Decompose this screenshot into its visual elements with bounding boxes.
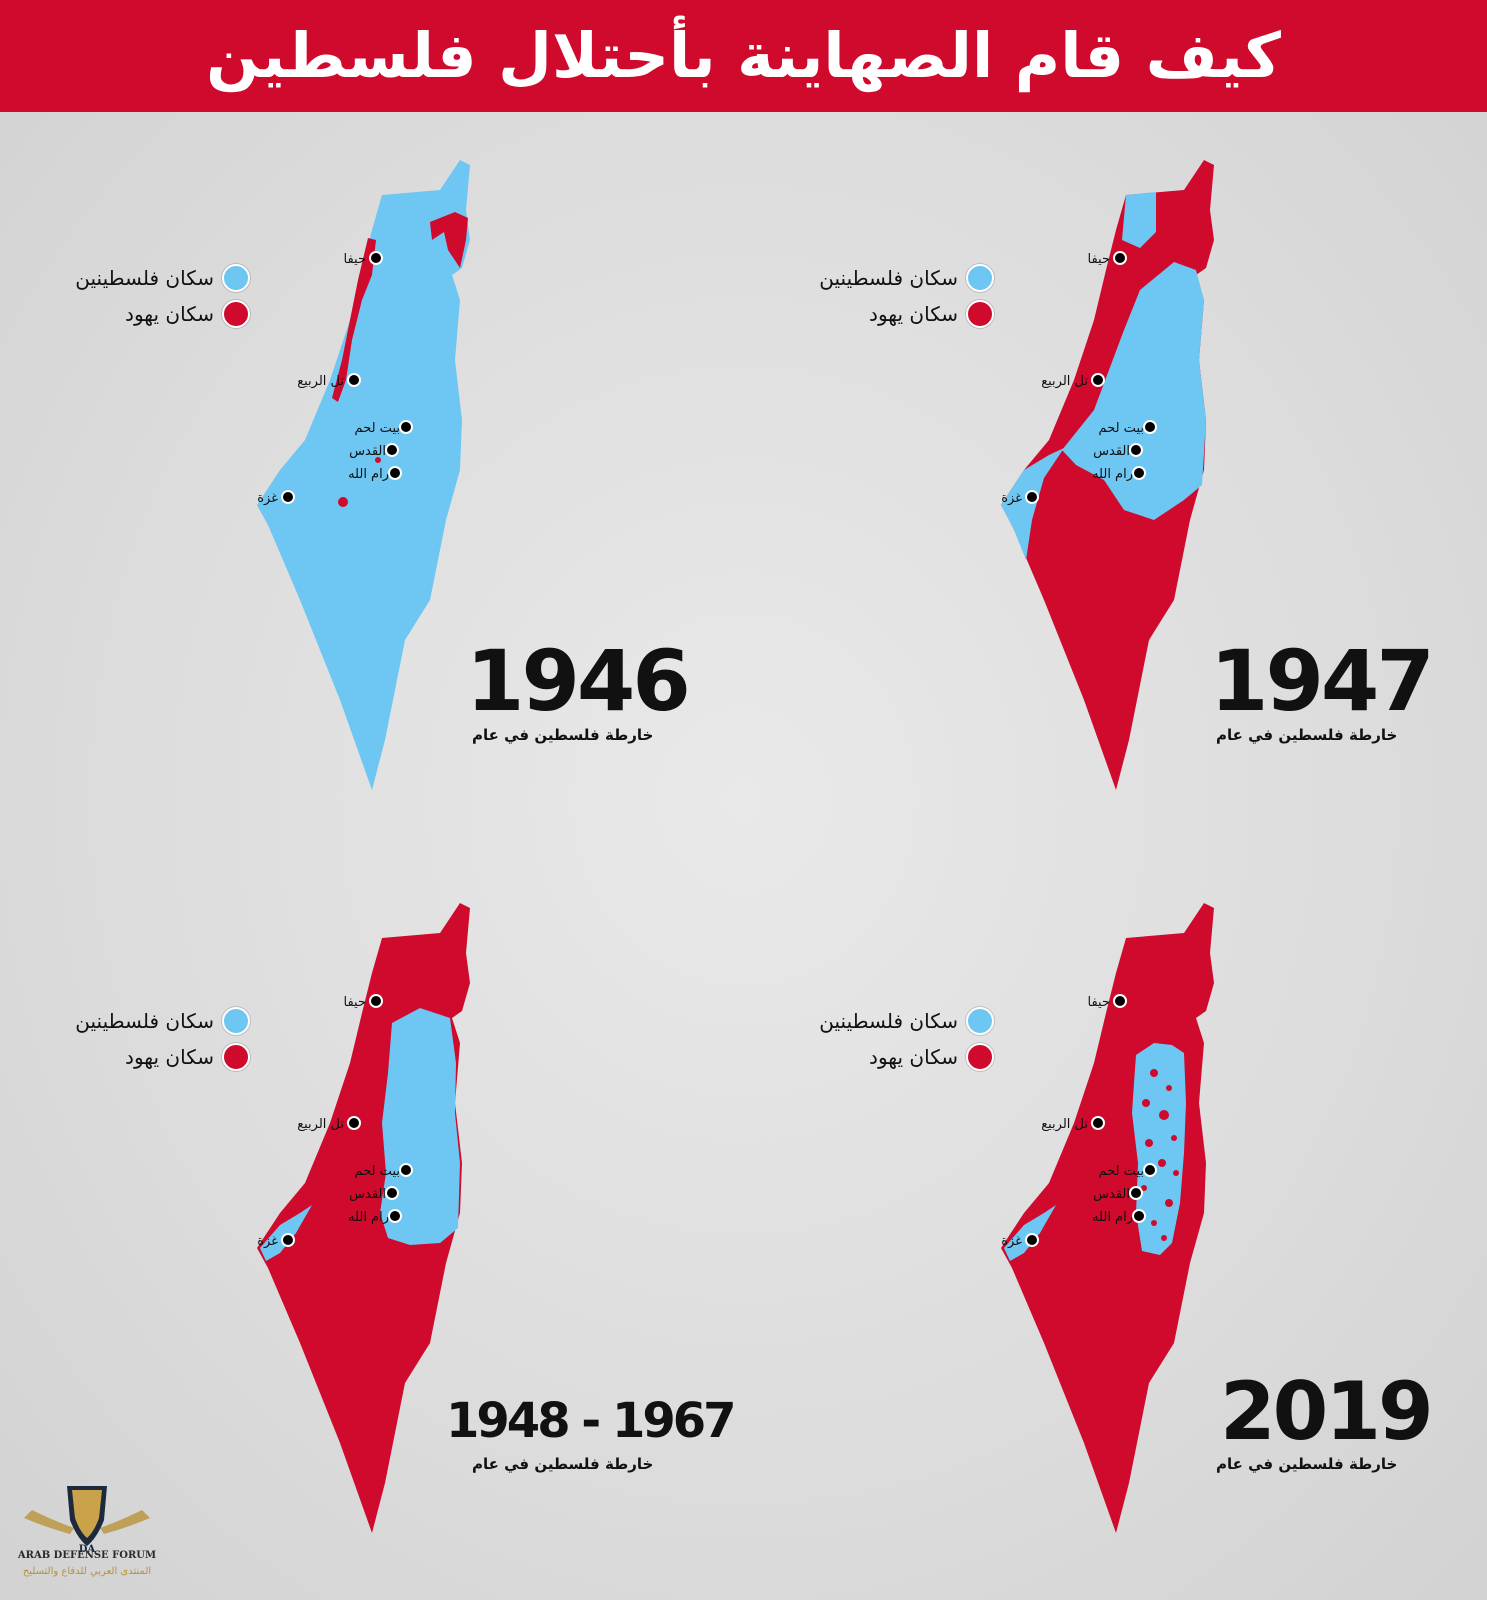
city-markers: حيفا تل الربيع بيت لحم القدس رام الله غز… [257, 251, 413, 506]
map-caption: خارطة فلسطين في عام [472, 1455, 654, 1473]
palestine-map-1946: حيفا تل الربيع بيت لحم القدس رام الله غز… [257, 160, 470, 790]
map-caption: خارطة فلسطين في عام [1216, 726, 1398, 744]
city-label-bethlehem: بيت لحم [355, 421, 400, 436]
year-label: 1948 - 1967 [446, 1393, 737, 1449]
city-label-ramallah: رام الله [1092, 467, 1133, 482]
city-label-telaviv: تل الربيع [1041, 374, 1088, 389]
year-label: 1946 [466, 632, 691, 730]
watermark-name-arabic: المنتدى العربي للدفاع والتسليح [22, 1566, 152, 1577]
legend-item-jewish: سكان يهود [40, 296, 250, 332]
watermark-logo: DA ARAB DEFENSE FORUM المنتدى العربي للد… [12, 1480, 162, 1595]
city-label-telaviv: تل الربيع [1041, 1117, 1088, 1132]
legend-item-jewish: سكان يهود [784, 1039, 994, 1075]
blue-dot-icon [222, 1007, 250, 1035]
legend: سكان فلسطينين سكان يهود [40, 1003, 250, 1075]
city-label-ramallah: رام الله [348, 1210, 389, 1225]
legend-item-palestinian: سكان فلسطينين [40, 1003, 250, 1039]
jewish-coastal-settlements [332, 238, 376, 402]
palestinian-gaza-region [260, 1205, 312, 1261]
blue-dot-icon [966, 1007, 994, 1035]
jewish-north-settlements [430, 212, 468, 268]
city-markers: حيفا تل الربيع بيت لحم القدس رام الله غز… [1001, 251, 1157, 506]
city-markers: حيفا تل الربيع بيت لحم القدس رام الله غز… [257, 994, 413, 1249]
city-label-haifa: حيفا [344, 252, 367, 267]
city-label-jerusalem: القدس [349, 444, 386, 459]
legend: سكان فلسطينين سكان يهود [784, 1003, 994, 1075]
map-panel-1947: حيفا تل الربيع بيت لحم القدس رام الله غز… [744, 112, 1487, 852]
city-label-haifa: حيفا [1088, 995, 1111, 1010]
palestine-map-1948-1967: حيفا تل الربيع بيت لحم القدس رام الله غز… [257, 903, 470, 1533]
city-label-gaza: غزة [257, 1234, 278, 1249]
city-label-gaza: غزة [1001, 1234, 1022, 1249]
palestinian-west-bank-region [380, 1008, 460, 1245]
legend: سكان فلسطينين سكان يهود [40, 260, 250, 332]
header-banner: كيف قام الصهاينة بأحتلال فلسطين [0, 0, 1487, 112]
red-dot-icon [966, 1043, 994, 1071]
city-label-bethlehem: بيت لحم [1099, 421, 1144, 436]
palestine-map-2019: حيفا تل الربيع بيت لحم القدس رام الله غز… [1001, 903, 1214, 1533]
palestinian-west-bank-region [1062, 262, 1206, 520]
palestinian-galilee-region [1122, 192, 1156, 248]
winged-shield-icon: DA [24, 1486, 150, 1555]
palestinian-gaza-region [1004, 1205, 1056, 1261]
legend-item-palestinian: سكان فلسطينين [40, 260, 250, 296]
palestinian-gaza-region [1001, 448, 1064, 560]
city-markers: حيفا تل الربيع بيت لحم القدس رام الله غز… [1001, 994, 1157, 1249]
page-title: كيف قام الصهاينة بأحتلال فلسطين [206, 19, 1281, 92]
red-dot-icon [966, 300, 994, 328]
map-panel-1946: حيفا تل الربيع بيت لحم القدس رام الله غز… [0, 112, 743, 852]
city-label-ramallah: رام الله [348, 467, 389, 482]
city-label-jerusalem: القدس [349, 1187, 386, 1202]
city-label-haifa: حيفا [1088, 252, 1111, 267]
legend: سكان فلسطينين سكان يهود [784, 260, 994, 332]
city-label-haifa: حيفا [344, 995, 367, 1010]
blue-dot-icon [222, 264, 250, 292]
legend-item-palestinian: سكان فلسطينين [784, 260, 994, 296]
palestine-map-1947: حيفا تل الربيع بيت لحم القدس رام الله غز… [1001, 160, 1214, 790]
map-panel-1948-1967: حيفا تل الربيع بيت لحم القدس رام الله غز… [0, 855, 743, 1595]
jewish-settlement-patches [1141, 1069, 1179, 1241]
city-label-ramallah: رام الله [1092, 1210, 1133, 1225]
city-label-gaza: غزة [1001, 491, 1022, 506]
blue-dot-icon [966, 264, 994, 292]
city-label-bethlehem: بيت لحم [1099, 1164, 1144, 1179]
red-dot-icon [222, 1043, 250, 1071]
map-caption: خارطة فلسطين في عام [1216, 1455, 1398, 1473]
year-label: 2019 [1220, 1365, 1434, 1458]
year-label: 1947 [1210, 632, 1435, 730]
legend-item-jewish: سكان يهود [784, 296, 994, 332]
svg-text:DA: DA [79, 1544, 96, 1555]
map-caption: خارطة فلسطين في عام [472, 726, 654, 744]
legend-item-palestinian: سكان فلسطينين [784, 1003, 994, 1039]
city-label-jerusalem: القدس [1093, 444, 1130, 459]
city-label-gaza: غزة [257, 491, 278, 506]
legend-item-jewish: سكان يهود [40, 1039, 250, 1075]
city-label-jerusalem: القدس [1093, 1187, 1130, 1202]
city-label-telaviv: تل الربيع [297, 1117, 344, 1132]
city-label-telaviv: تل الربيع [297, 374, 344, 389]
map-panel-2019: حيفا تل الربيع بيت لحم القدس رام الله غز… [744, 855, 1487, 1595]
watermark-name: ARAB DEFENSE FORUM [17, 1550, 157, 1561]
red-dot-icon [222, 300, 250, 328]
city-label-bethlehem: بيت لحم [355, 1164, 400, 1179]
